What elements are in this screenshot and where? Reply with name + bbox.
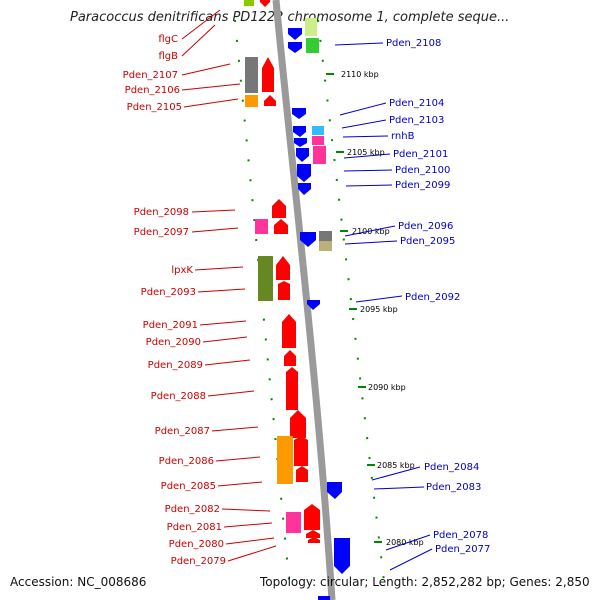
gene-label: Pden_2095 bbox=[400, 236, 455, 247]
gene-label: Pden_2093 bbox=[141, 287, 196, 298]
gene-label: Pden_2078 bbox=[433, 530, 488, 541]
gene-label: Pden_2106 bbox=[125, 85, 180, 96]
gene-label: Pden_2103 bbox=[389, 115, 444, 126]
gene-label: Pden_2101 bbox=[393, 149, 448, 160]
scale-label: 2085 kbp bbox=[377, 461, 415, 470]
gene-label: Pden_2080 bbox=[169, 539, 224, 550]
gene-label: flgB bbox=[158, 51, 178, 62]
gene-label: Pden_2105 bbox=[127, 102, 182, 113]
gene-label: Pden_2086 bbox=[159, 456, 214, 467]
gene-label: Pden_2098 bbox=[134, 207, 189, 218]
gene-label: Pden_2082 bbox=[165, 504, 220, 515]
gene-label: Pden_2077 bbox=[435, 544, 490, 555]
scale-label: 2110 kbp bbox=[341, 70, 379, 79]
gene-label: Pden_2085 bbox=[161, 481, 216, 492]
scale-label: 2080 kbp bbox=[386, 538, 424, 547]
gene-label: Pden_2107 bbox=[123, 70, 178, 81]
left-leaders bbox=[181, 9, 277, 562]
gene-label: Pden_2083 bbox=[426, 482, 481, 493]
gene-label: Pden_2087 bbox=[155, 426, 210, 437]
scale-label: 2105 kbp bbox=[347, 148, 385, 157]
scale-label: 2090 kbp bbox=[368, 383, 406, 392]
gene-label: lpxK bbox=[171, 265, 193, 276]
gene-label: Pden_2096 bbox=[398, 221, 453, 232]
reverse-genes bbox=[288, 18, 350, 600]
gene-label: Pden_2108 bbox=[386, 38, 441, 49]
gene-label: Pden_2084 bbox=[424, 462, 479, 473]
gene-label: Pden_2088 bbox=[151, 391, 206, 402]
gene-label: Pden_2081 bbox=[167, 522, 222, 533]
gene-label: Pden_2104 bbox=[389, 98, 444, 109]
gene-label: rnhB bbox=[391, 131, 415, 142]
gene-label: Pden_2091 bbox=[143, 320, 198, 331]
gene-label: Pden_2079 bbox=[171, 556, 226, 567]
forward-genes bbox=[244, 0, 320, 543]
right-gene-labels: Pden_2108 Pden_2104 Pden_2103 rnhB Pden_… bbox=[386, 38, 490, 555]
topology-text: Topology: circular; Length: 2,852,282 bp… bbox=[260, 575, 590, 589]
scale-label: 2100 kbp bbox=[352, 227, 390, 236]
gene-label: Pden_2090 bbox=[146, 337, 201, 348]
gene-label: flgC bbox=[158, 34, 178, 45]
right-leaders bbox=[334, 42, 433, 571]
left-gene-labels: flgC flgB Pden_2107 Pden_2106 Pden_2105 … bbox=[123, 34, 226, 567]
accession-text: Accession: NC_008686 bbox=[10, 575, 147, 589]
map-title: Paracoccus denitrificans PD1222 chromoso… bbox=[70, 10, 510, 25]
gene-label: Pden_2097 bbox=[134, 227, 189, 238]
chromosome-backbone bbox=[272, 0, 336, 600]
gene-label: Pden_2100 bbox=[395, 165, 450, 176]
gene-label: Pden_2099 bbox=[395, 180, 450, 191]
scale-ticks bbox=[326, 73, 382, 543]
scale-label: 2095 kbp bbox=[360, 305, 398, 314]
scale-labels: 2110 kbp 2105 kbp 2100 kbp 2095 kbp 2090… bbox=[341, 70, 424, 547]
gene-label: Pden_2089 bbox=[148, 360, 203, 371]
gene-label: Pden_2092 bbox=[405, 292, 460, 303]
